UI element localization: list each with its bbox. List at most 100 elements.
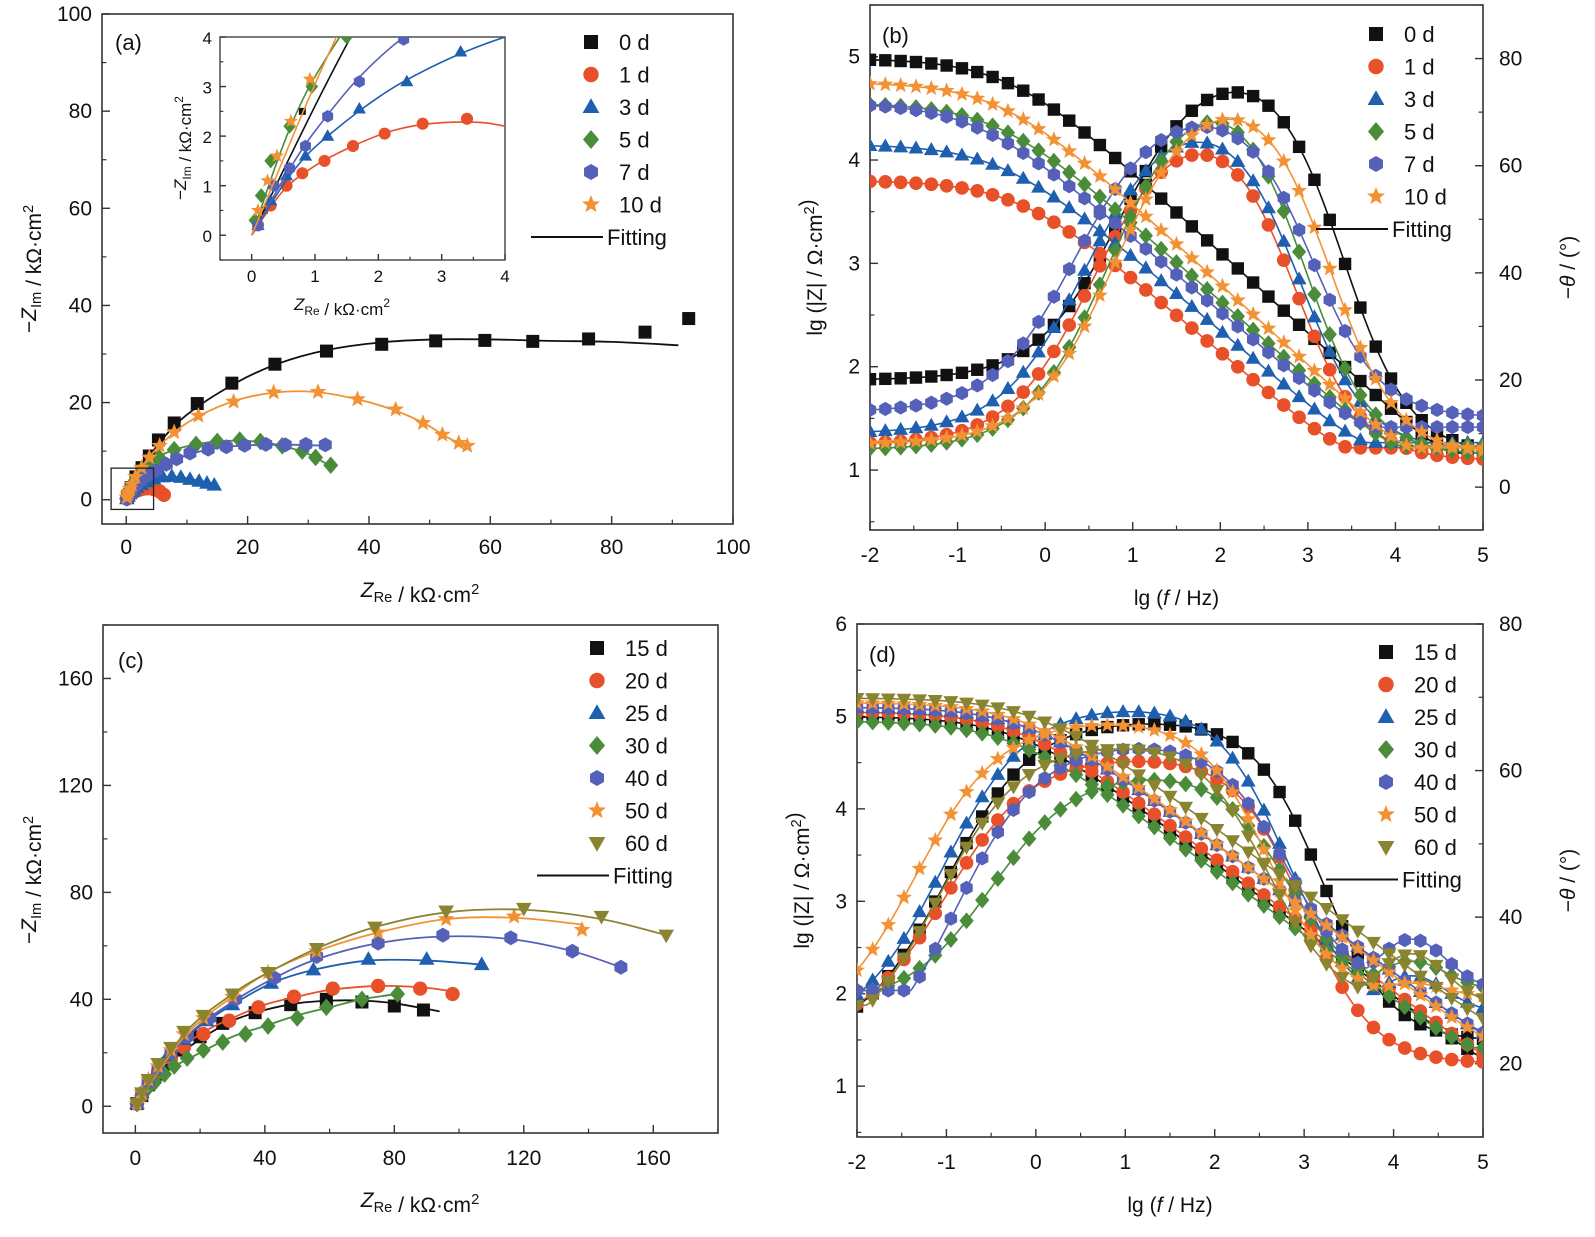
phase-data-point bbox=[1446, 405, 1459, 420]
modulus-data-point bbox=[1225, 835, 1241, 849]
phase-data-point bbox=[1384, 382, 1398, 397]
phase-data-point bbox=[1476, 408, 1483, 423]
data-point bbox=[141, 455, 157, 474]
modulus-data-point bbox=[1225, 874, 1240, 892]
modulus-data-point bbox=[1230, 337, 1246, 351]
modulus-data-point bbox=[1147, 818, 1162, 836]
phase-data-point bbox=[1185, 104, 1199, 117]
phase-data-point bbox=[1338, 323, 1352, 339]
modulus-data-point bbox=[1292, 318, 1306, 331]
phase-data-point bbox=[877, 434, 894, 450]
modulus-data-point bbox=[985, 117, 1000, 135]
modulus-data-point bbox=[1381, 987, 1397, 1005]
phase-data-point bbox=[1287, 901, 1304, 918]
phase-data-point bbox=[1006, 781, 1021, 795]
modulus-data-point bbox=[1017, 84, 1030, 97]
phase-data-point bbox=[1084, 707, 1100, 721]
panel-a-y-tick-label: 20 bbox=[69, 392, 92, 415]
panel-a-legend-marker bbox=[584, 35, 598, 49]
data-point bbox=[658, 929, 675, 944]
modulus-data-point bbox=[1231, 319, 1244, 334]
phase-data-point bbox=[959, 815, 974, 829]
phase-data-point bbox=[1475, 1000, 1483, 1014]
modulus-data-point bbox=[1068, 731, 1084, 745]
phase-data-point bbox=[870, 372, 877, 386]
panel-d-right-y-tick-label: 40 bbox=[1499, 906, 1522, 929]
panel-a-legend-label: 5 d bbox=[619, 128, 650, 153]
panel-d-legend-label: 60 d bbox=[1414, 835, 1457, 860]
phase-data-point bbox=[1242, 796, 1255, 811]
modulus-data-point bbox=[1200, 293, 1214, 308]
data-point bbox=[308, 942, 325, 957]
phase-data-point bbox=[990, 870, 1005, 888]
phase-data-point bbox=[865, 972, 881, 986]
phase-data-point bbox=[895, 889, 912, 905]
modulus-data-point bbox=[1255, 870, 1272, 886]
modulus-data-point bbox=[1137, 208, 1154, 224]
modulus-data-point bbox=[1022, 741, 1037, 758]
inset-data-point bbox=[283, 113, 298, 128]
panel-c-legend-marker bbox=[588, 704, 606, 719]
phase-data-point bbox=[1162, 708, 1178, 722]
phase-data-point bbox=[1335, 942, 1349, 957]
modulus-data-point bbox=[999, 102, 1016, 118]
modulus-data-point bbox=[1078, 126, 1091, 139]
panel-b-label: (b) bbox=[882, 23, 909, 48]
phase-data-point bbox=[1168, 142, 1185, 159]
phase-data-point bbox=[1307, 286, 1322, 303]
phase-data-point bbox=[1461, 407, 1474, 422]
inset-y-tick-label: 1 bbox=[203, 178, 212, 197]
phase-data-point bbox=[1352, 339, 1369, 355]
modulus-data-point bbox=[1199, 263, 1216, 279]
data-point bbox=[219, 439, 233, 455]
panel-b-plot-area bbox=[870, 53, 1483, 466]
phase-data-point bbox=[927, 874, 943, 888]
modulus-data-point bbox=[1123, 247, 1138, 261]
modulus-data-point bbox=[870, 174, 877, 189]
phase-data-point bbox=[940, 368, 953, 382]
modulus-data-point bbox=[1428, 997, 1445, 1014]
modulus-data-point bbox=[1037, 737, 1052, 752]
phase-data-point bbox=[857, 961, 865, 978]
data-point bbox=[260, 1017, 276, 1035]
modulus-data-point bbox=[940, 59, 953, 72]
modulus-data-point bbox=[1215, 347, 1230, 361]
phase-data-point bbox=[1351, 955, 1364, 970]
phase-data-point bbox=[990, 766, 1006, 780]
phase-data-point bbox=[1193, 769, 1209, 783]
modulus-data-point bbox=[1398, 437, 1415, 453]
panel-b-legend-item: 7 d bbox=[1369, 152, 1435, 177]
phase-data-point bbox=[893, 421, 909, 435]
panel-d-legend-item: 30 d bbox=[1377, 738, 1457, 763]
data-point bbox=[370, 978, 386, 994]
phase-data-point bbox=[870, 423, 878, 437]
inset-x-tick-label: 2 bbox=[374, 267, 383, 286]
modulus-data-point bbox=[1241, 876, 1256, 891]
modulus-data-point bbox=[1001, 76, 1015, 90]
phase-data-point bbox=[1322, 362, 1337, 377]
phase-data-point bbox=[974, 789, 990, 803]
phase-data-point bbox=[870, 402, 877, 418]
modulus-data-point bbox=[1277, 358, 1290, 373]
data-point bbox=[265, 383, 283, 400]
modulus-data-point bbox=[1413, 439, 1430, 455]
phase-data-point bbox=[1184, 134, 1200, 148]
panel-b-legend-marker bbox=[1368, 58, 1384, 75]
panel-c-x-tick-label: 160 bbox=[636, 1147, 671, 1170]
panel-b-legend-marker bbox=[1367, 90, 1385, 105]
phase-data-point bbox=[880, 916, 897, 932]
modulus-data-point bbox=[1076, 154, 1093, 171]
panel-a-y-tick-label: 0 bbox=[80, 489, 92, 512]
phase-data-point bbox=[909, 398, 923, 413]
modulus-data-point bbox=[1412, 970, 1428, 984]
panel-c-y-tick-label: 80 bbox=[70, 881, 93, 904]
modulus-data-point bbox=[1241, 885, 1256, 903]
data-point bbox=[682, 312, 696, 326]
phase-data-point bbox=[1021, 769, 1037, 783]
phase-data-point bbox=[1349, 970, 1366, 986]
phase-data-point bbox=[955, 366, 969, 380]
modulus-data-point bbox=[1354, 374, 1367, 388]
modulus-data-point bbox=[1369, 388, 1382, 402]
phase-data-point bbox=[1063, 261, 1076, 277]
